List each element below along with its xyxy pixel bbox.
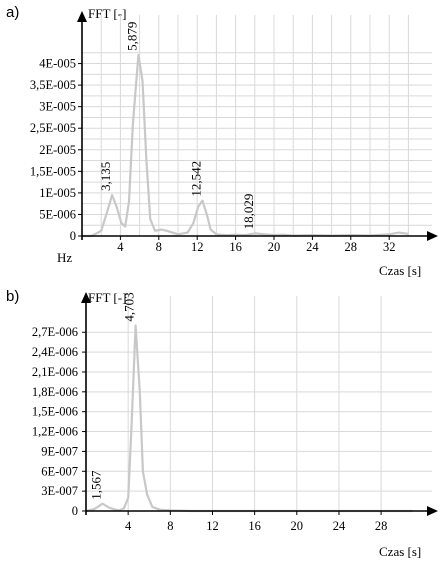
panel-b-x-tick-label-4: 20 bbox=[291, 519, 304, 533]
panel-a-y-tick-label-2: 1E-005 bbox=[39, 186, 76, 200]
panel-a-y-tick-label-3: 1,5E-005 bbox=[30, 164, 76, 178]
panel-a: a) FFT [-] Hz Czas [s] 0 5E-006 1E-005 1,5E… bbox=[6, 4, 438, 278]
panel-b-x-tick-label-6: 28 bbox=[375, 519, 388, 533]
panel-b-y-tick-label-5: 1,5E-006 bbox=[32, 405, 78, 419]
panel-a-x-tick-label-0: 4 bbox=[117, 240, 124, 254]
panel-a-y-axis-title: FFT [-] bbox=[88, 6, 126, 21]
panel-a-y-tick-label-8: 4E-005 bbox=[39, 57, 76, 71]
panel-a-peak-label-0: 3,135 bbox=[98, 162, 113, 191]
panel-a-y-ticks: 0 5E-006 1E-005 1,5E-005 2E-005 2,5E-005 3E-00… bbox=[30, 57, 82, 243]
panel-a-peak-label-1: 5,879 bbox=[124, 22, 139, 51]
panel-b-grid bbox=[86, 296, 432, 511]
panel-b-curve bbox=[85, 324, 413, 513]
panel-b-peak-label-1: 4,703 bbox=[122, 292, 137, 321]
panel-b-x-tick-label-2: 12 bbox=[206, 519, 219, 533]
panel-b-y-tick-label-8: 2,4E-006 bbox=[32, 345, 78, 359]
panel-a-y-tick-label-6: 3E-005 bbox=[39, 100, 76, 114]
panel-b-y-tick-label-3: 9E-007 bbox=[41, 444, 78, 458]
panel-a-x-axis-title: Czas [s] bbox=[379, 263, 421, 278]
panel-a-peak-label-3: 18,029 bbox=[241, 194, 256, 230]
panel-b-x-tick-label-0: 4 bbox=[125, 519, 132, 533]
panel-b-y-tick-label-2: 6E-007 bbox=[41, 464, 78, 478]
panel-a-x-tick-label-1: 8 bbox=[156, 240, 162, 254]
panel-a-y-tick-label-1: 5E-006 bbox=[39, 207, 76, 221]
panel-a-grid bbox=[82, 15, 432, 236]
panel-a-y-tick-label-7: 3,5E-005 bbox=[30, 78, 76, 92]
panel-b-x-tick-label-1: 8 bbox=[167, 519, 173, 533]
panel-b-x-axis-arrow bbox=[427, 506, 438, 516]
panel-b-x-ticks: 4 8 12 16 20 24 28 bbox=[125, 511, 387, 533]
panel-a-y-tick-label-4: 2E-005 bbox=[39, 143, 76, 157]
panel-a-peak-label-2: 12,542 bbox=[188, 161, 203, 197]
panel-a-x-tick-label-7: 32 bbox=[383, 240, 396, 254]
panel-a-x-tick-label-2: 12 bbox=[191, 240, 204, 254]
panel-a-y-tick-label-5: 2,5E-005 bbox=[30, 121, 76, 135]
panel-b-y-axis-arrow bbox=[81, 292, 91, 303]
panel-a-label: a) bbox=[6, 4, 19, 21]
panel-a-x-tick-label-4: 20 bbox=[268, 240, 281, 254]
panel-b-y-tick-label-4: 1,2E-006 bbox=[32, 425, 78, 439]
panel-b-y-tick-label-1: 3E-007 bbox=[41, 484, 78, 498]
panel-b-x-tick-label-3: 16 bbox=[248, 519, 261, 533]
panel-a-x-unit-label: Hz bbox=[57, 250, 72, 265]
panel-b-label: b) bbox=[6, 288, 19, 305]
panel-b-y-ticks: 0 3E-007 6E-007 9E-007 1,2E-006 1,5E-006 1,8E-… bbox=[32, 325, 86, 518]
panel-a-x-ticks: 4 8 12 16 20 24 28 32 bbox=[117, 236, 395, 254]
panel-b-peak-label-0: 1,567 bbox=[89, 470, 104, 500]
panel-b: b) FFT [-] Czas [s] 0 3E-007 6E-007 9E-007 1… bbox=[6, 288, 438, 559]
panel-a-axes bbox=[77, 11, 438, 241]
panel-a-x-tick-label-3: 16 bbox=[229, 240, 242, 254]
panel-a-y-axis-arrow bbox=[77, 11, 87, 22]
panel-a-y-tick-label-0: 0 bbox=[70, 229, 76, 243]
panel-a-x-tick-label-6: 28 bbox=[345, 240, 358, 254]
panel-b-peak-labels: 1,567 4,703 bbox=[89, 292, 137, 499]
panel-a-x-axis-arrow bbox=[427, 231, 438, 241]
panel-a-x-tick-label-5: 24 bbox=[306, 240, 319, 254]
panel-b-y-axis-title: FFT [-] bbox=[88, 290, 126, 305]
panel-a-peak-labels: 3,135 5,879 12,542 18,029 bbox=[98, 22, 256, 230]
panel-b-fft-series-line bbox=[85, 324, 413, 513]
panel-b-y-tick-label-9: 2,7E-006 bbox=[32, 325, 78, 339]
panel-b-y-tick-label-6: 1,8E-006 bbox=[32, 385, 78, 399]
panel-b-y-tick-label-0: 0 bbox=[72, 504, 78, 518]
panel-b-axes bbox=[81, 292, 438, 516]
panel-b-x-tick-label-5: 24 bbox=[333, 519, 346, 533]
panel-b-y-tick-label-7: 2,1E-006 bbox=[32, 365, 78, 379]
panel-b-x-axis-title: Czas [s] bbox=[379, 544, 421, 559]
